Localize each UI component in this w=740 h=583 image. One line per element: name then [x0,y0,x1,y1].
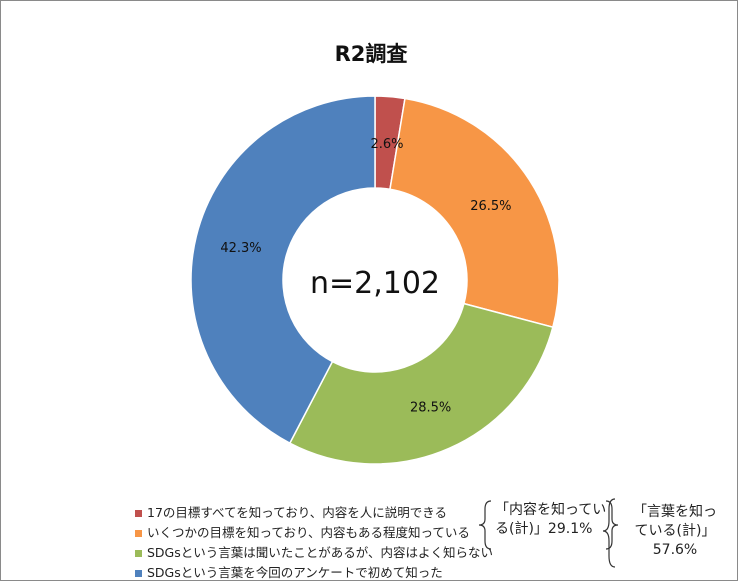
group-note-line: 「内容を知ってい [495,502,607,518]
legend-item: 17の目標すべてを知っており、内容を人に説明できる [135,503,495,523]
donut-slices [190,95,560,465]
legend-label: SDGsという言葉は聞いたことがあるが、内容はよく知らない [147,545,494,560]
data-label: 42.3% [220,241,261,256]
data-labels: 2.6% 26.5% 28.5% 42.3% [220,137,511,415]
legend-label: いくつかの目標を知っており、内容もある程度知っている [147,525,470,540]
legend: 17の目標すべてを知っており、内容を人に説明できる いくつかの目標を知っており、… [135,503,495,583]
data-label: 2.6% [370,137,403,152]
brace-right [602,498,616,568]
legend-swatch [135,509,142,517]
data-label: 28.5% [410,400,451,415]
legend-item: SDGsという言葉は聞いたことがあるが、内容はよく知らない [135,543,495,563]
group-note-line: る(計)」29.1% [495,521,593,537]
chart-title: R2調査 [335,42,408,66]
group-note-line: ている(計)」 [634,523,716,539]
brace-left [478,500,492,550]
legend-item: いくつかの目標を知っており、内容もある程度知っている [135,523,495,543]
legend-item: SDGsという言葉を今回のアンケートで初めて知った [135,563,495,583]
legend-label: 17の目標すべてを知っており、内容を人に説明できる [147,505,448,520]
donut-slice [288,302,554,465]
legend-swatch [135,569,142,577]
brace-mid [605,500,619,550]
group-note-line: 57.6% [652,542,698,558]
donut-slice [190,95,376,445]
legend-swatch [135,549,142,557]
data-label: 26.5% [470,199,511,214]
legend-swatch [135,529,142,537]
legend-label: SDGsという言葉を今回のアンケートで初めて知った [147,565,443,580]
group-note-content-known: 「内容を知ってい る(計)」29.1% [495,501,606,539]
donut-slice [389,97,560,329]
group-note-word-known: 「言葉を知っ ている(計)」 57.6% [623,503,727,560]
sample-size-label: n=2,102 [310,266,440,301]
group-note-line: 「言葉を知っ [633,504,717,520]
